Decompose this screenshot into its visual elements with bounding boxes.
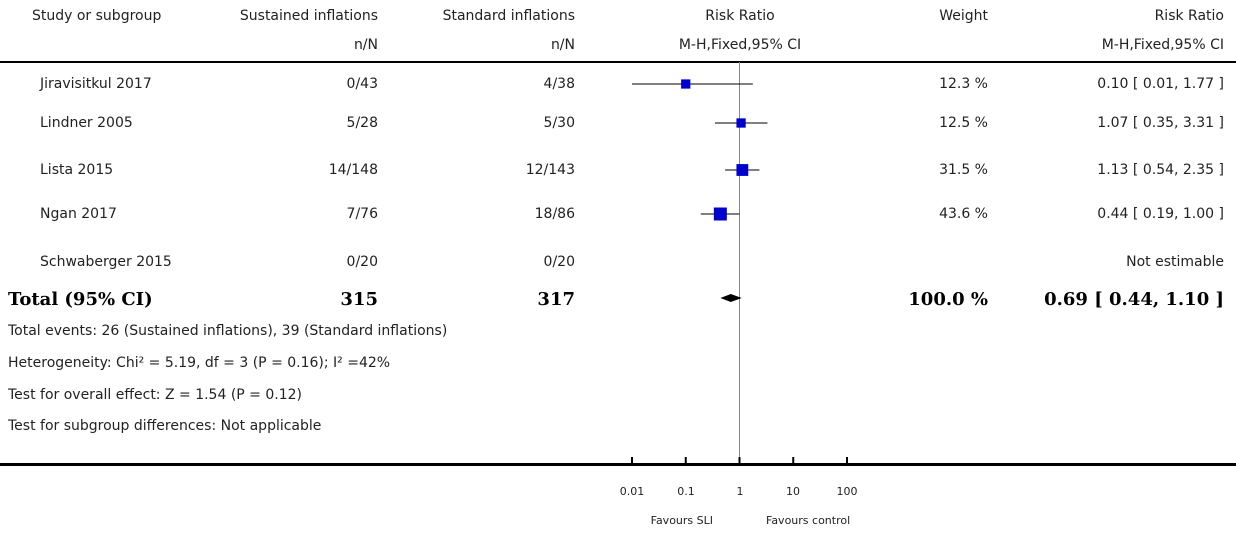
header-divider xyxy=(0,61,1236,63)
study-ci-text: Not estimable xyxy=(1126,254,1224,270)
total-group2: 317 xyxy=(537,289,575,310)
study-group2-events: 18/86 xyxy=(534,206,575,222)
axis-tick-label: 0.1 xyxy=(677,485,695,498)
study-name: Schwaberger 2015 xyxy=(40,254,172,270)
study-group1-events: 7/76 xyxy=(346,206,378,222)
study-name: Jiravisitkul 2017 xyxy=(40,76,152,92)
study-name: Ngan 2017 xyxy=(40,206,117,222)
axis-tick-label: 100 xyxy=(836,485,858,498)
bottom-divider xyxy=(0,463,1236,466)
footnote-events: Total events: 26 (Sustained inflations),… xyxy=(8,323,448,339)
study-weight: 43.6 % xyxy=(939,206,988,222)
favours-left-label: Favours SLI xyxy=(650,514,713,527)
study-group2-events: 5/30 xyxy=(543,115,575,131)
study-group1-events: 0/20 xyxy=(346,254,378,270)
favours-right-label: Favours control xyxy=(766,514,851,527)
study-effect-square xyxy=(736,164,749,176)
header-values-method: M-H,Fixed,95% CI xyxy=(1101,37,1224,53)
study-effect-square xyxy=(681,79,691,89)
axis-tick-label: 10 xyxy=(786,485,800,498)
pooled-diamond xyxy=(720,294,742,302)
study-name: Lista 2015 xyxy=(40,162,114,178)
study-name: Lindner 2005 xyxy=(40,115,133,131)
study-effect-square xyxy=(713,207,727,221)
total-weight: 100.0 % xyxy=(908,289,988,310)
header-weight: Weight xyxy=(939,8,988,24)
study-group2-events: 4/38 xyxy=(543,76,575,92)
axis-tick-label: 0.01 xyxy=(619,485,645,498)
footnote-heterogeneity: Heterogeneity: Chi² = 5.19, df = 3 (P = … xyxy=(8,355,391,371)
header-plot-method: M-H,Fixed,95% CI xyxy=(678,37,802,53)
footnote-subgroup: Test for subgroup differences: Not appli… xyxy=(8,418,322,434)
study-group1-events: 0/43 xyxy=(346,76,378,92)
axis-tick-label: 1 xyxy=(736,485,744,498)
study-weight: 31.5 % xyxy=(939,162,988,178)
header-group1-label: Sustained inflations xyxy=(239,8,378,24)
total-group1: 315 xyxy=(340,289,378,310)
study-weight: 12.5 % xyxy=(939,115,988,131)
total-ci-text: 0.69 [ 0.44, 1.10 ] xyxy=(1044,289,1224,310)
study-ci-text: 0.44 [ 0.19, 1.00 ] xyxy=(1097,206,1224,222)
study-ci-text: 1.13 [ 0.54, 2.35 ] xyxy=(1097,162,1224,178)
study-group1-events: 5/28 xyxy=(346,115,378,131)
header-group1-sub: n/N xyxy=(353,37,378,53)
header-group2-label: Standard inflations xyxy=(442,8,575,24)
study-ci-text: 0.10 [ 0.01, 1.77 ] xyxy=(1097,76,1224,92)
study-group1-events: 14/148 xyxy=(328,162,378,178)
header-risk-ratio-plot: Risk Ratio xyxy=(705,8,775,24)
study-weight: 12.3 % xyxy=(939,76,988,92)
study-effect-square xyxy=(736,118,746,128)
study-group2-events: 12/143 xyxy=(525,162,575,178)
total-label: Total (95% CI) xyxy=(8,289,153,310)
study-ci-text: 1.07 [ 0.35, 3.31 ] xyxy=(1097,115,1224,131)
study-group2-events: 0/20 xyxy=(543,254,575,270)
header-risk-ratio-values: Risk Ratio xyxy=(1154,8,1224,24)
header-group2-sub: n/N xyxy=(550,37,575,53)
header-study-label: Study or subgroup xyxy=(32,8,162,24)
footnote-overall-effect: Test for overall effect: Z = 1.54 (P = 0… xyxy=(8,387,302,403)
